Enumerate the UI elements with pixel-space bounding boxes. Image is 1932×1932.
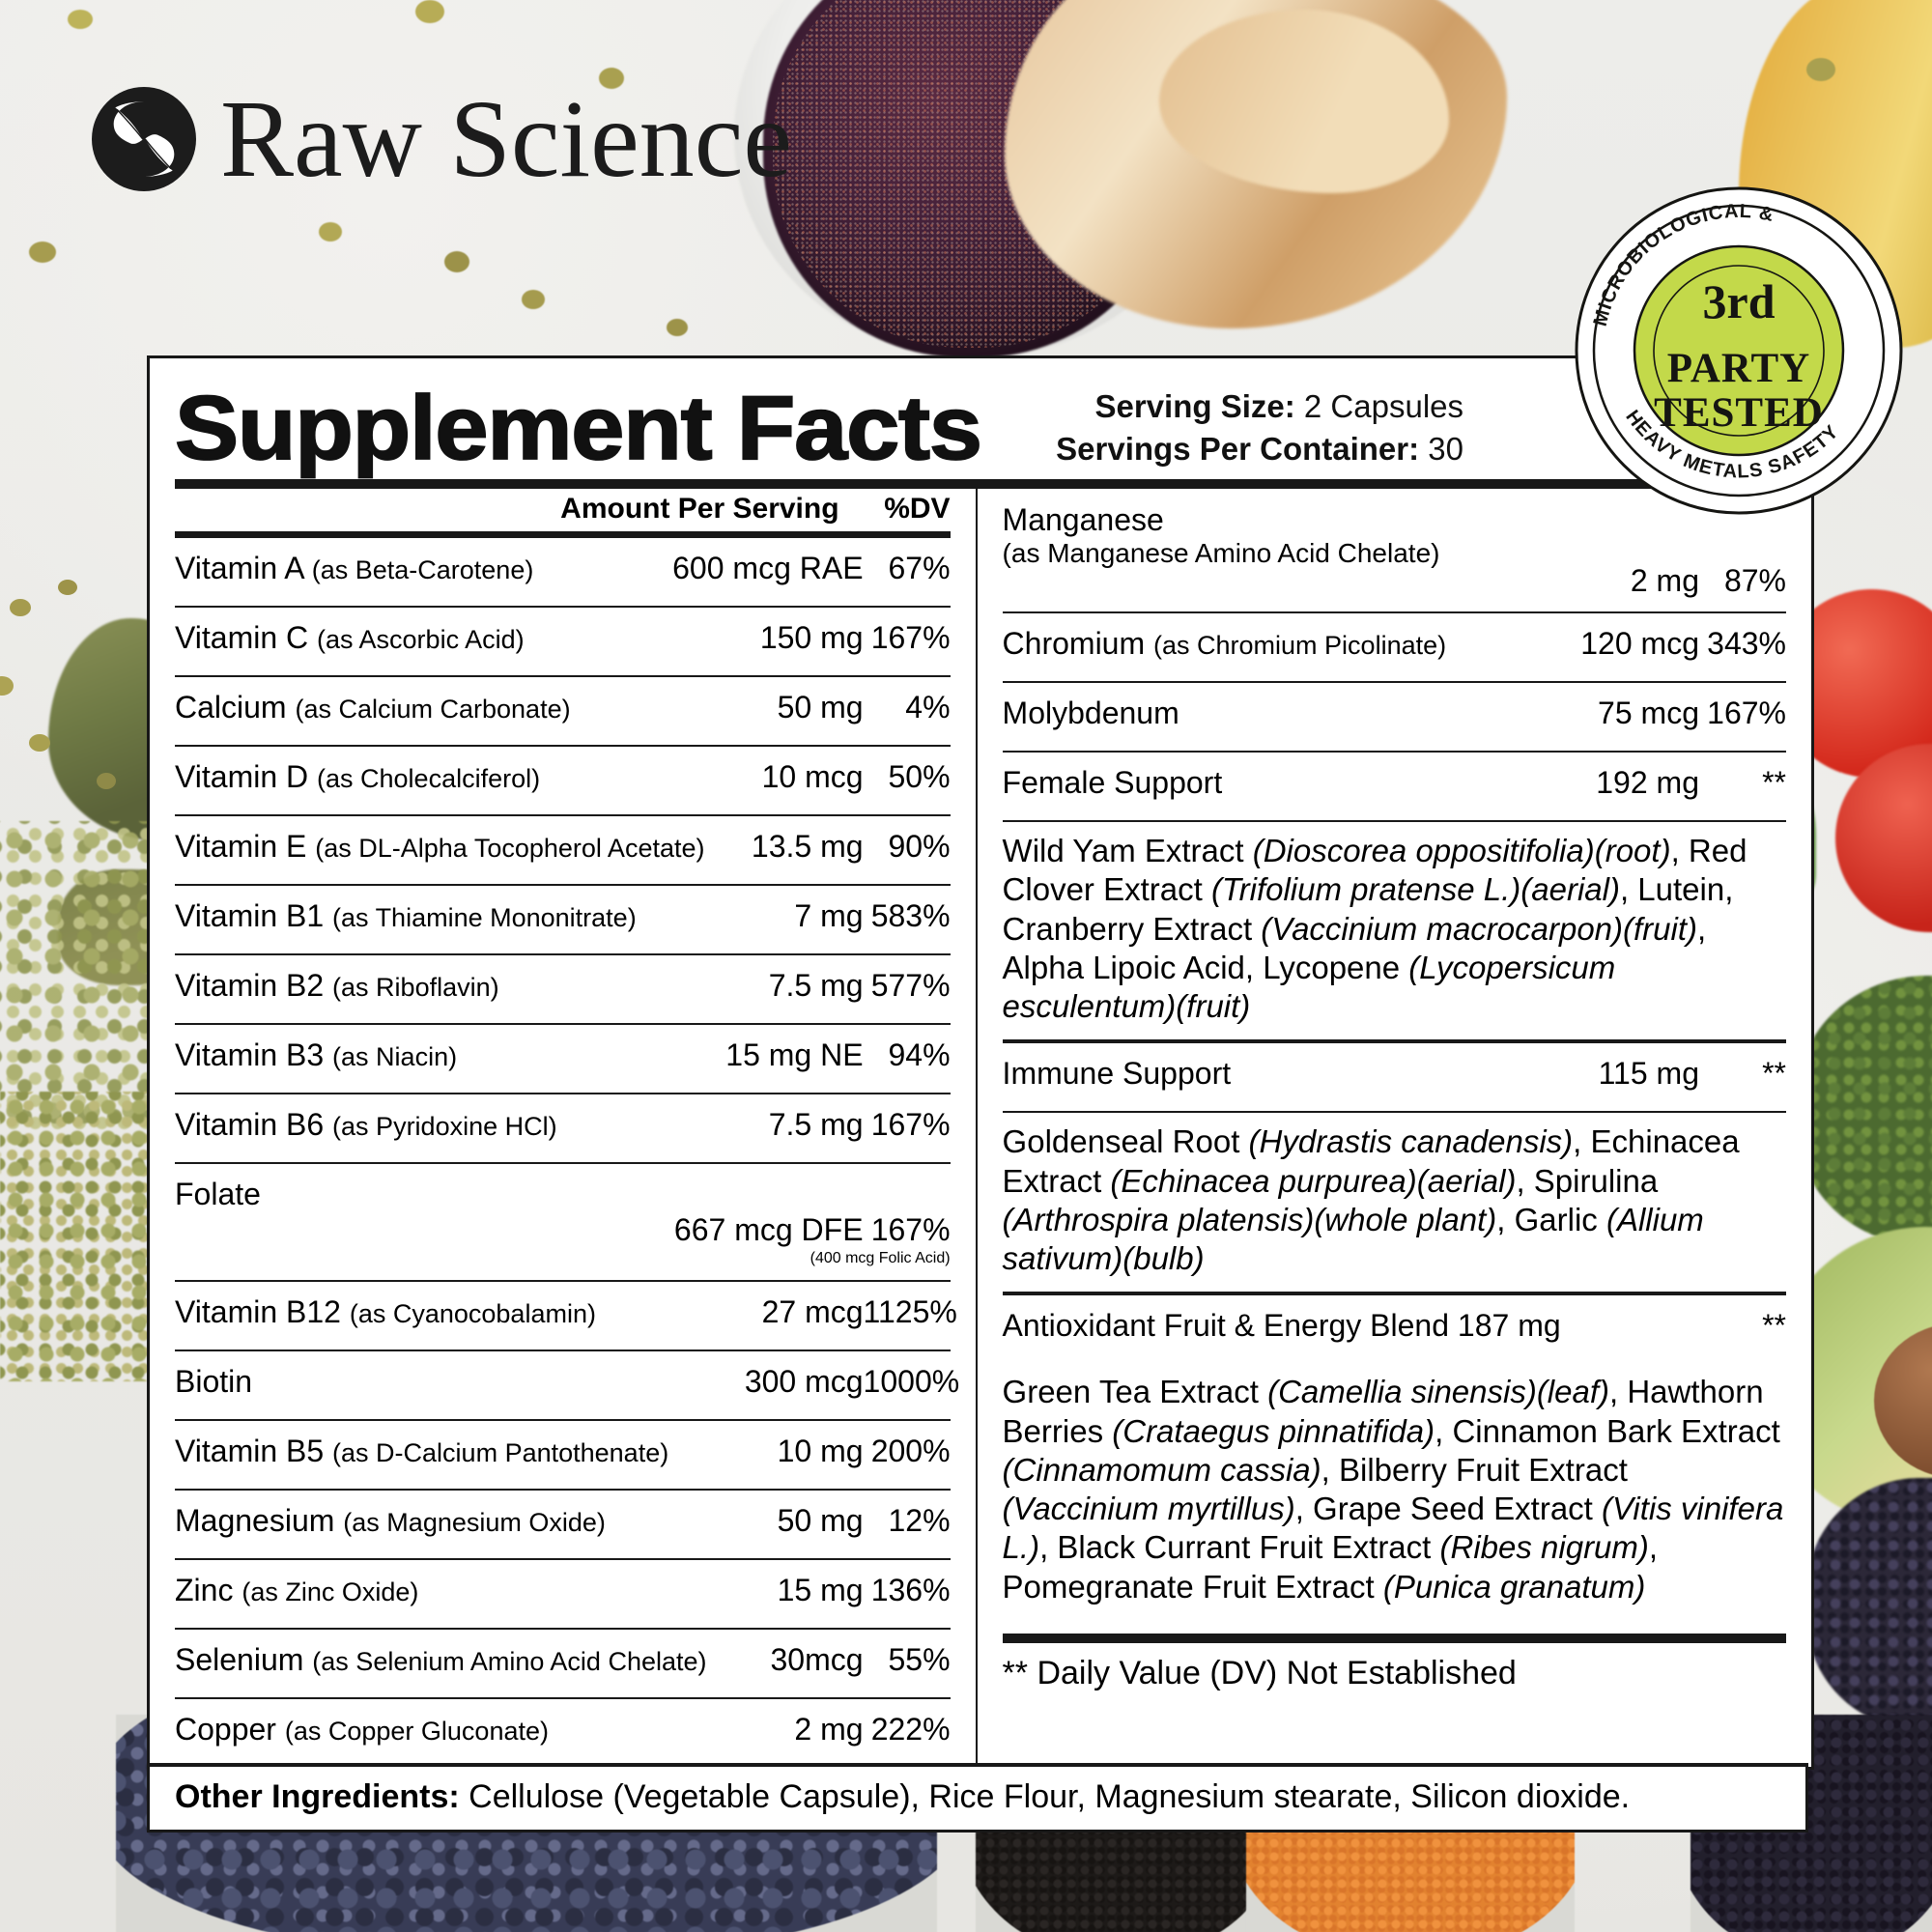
svg-text:TESTED: TESTED <box>1654 390 1824 436</box>
svg-text:PARTY: PARTY <box>1667 346 1810 391</box>
svg-text:3rd: 3rd <box>1703 274 1776 328</box>
